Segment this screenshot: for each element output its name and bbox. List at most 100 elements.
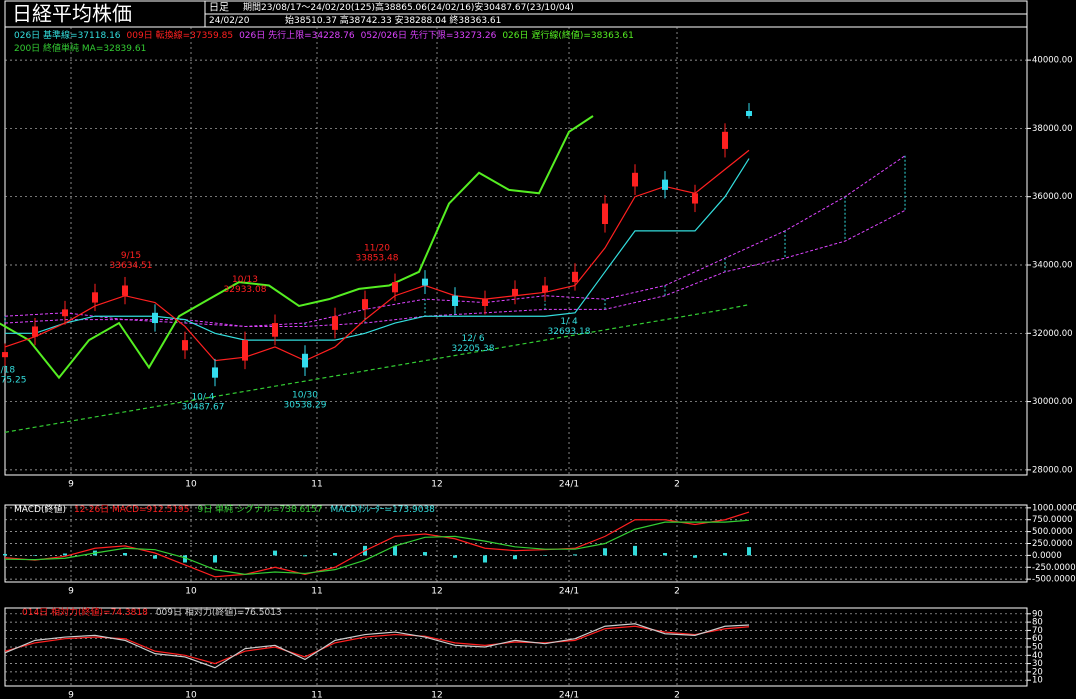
x-tick-label: 12	[431, 587, 442, 597]
annotation-value: 30538.29	[284, 401, 327, 411]
x-tick-label: 9	[68, 587, 74, 597]
candle-body	[212, 367, 219, 378]
legend-entry: 026日 遅行線(終値)=38363.61	[502, 29, 634, 41]
candle-body	[662, 179, 669, 190]
y-tick-label: -500.0000	[1032, 575, 1076, 585]
candle-body	[482, 299, 489, 306]
y-tick-label: 40	[1032, 651, 1043, 661]
y-tick-label: 20	[1032, 667, 1043, 677]
y-tick-label: 70	[1032, 626, 1043, 636]
series-line	[4, 625, 750, 665]
y-tick-label: 40000.00	[1032, 56, 1073, 66]
histogram-bar	[603, 548, 608, 556]
legend: 026日 基準線=37118.16 009日 転換線=37359.85 026日 先…	[14, 29, 634, 41]
annotation-date: 9/15	[121, 251, 141, 261]
y-tick-label: 750.0000	[1032, 515, 1073, 525]
candle-body	[92, 292, 99, 303]
y-tick-label: 32000.00	[1032, 329, 1073, 339]
y-tick-label: 60	[1032, 634, 1043, 644]
histogram-bar	[63, 553, 68, 556]
x-tick-label: 9	[68, 480, 74, 490]
candle-body	[722, 131, 729, 149]
period: 期間23/08/17～24/02/20(125)高38865.06(24/02/…	[243, 1, 574, 13]
annotation-value: 33853.48	[356, 254, 399, 264]
x-tick-label: 9	[68, 691, 74, 699]
annotation-date: 10/13	[232, 275, 258, 285]
x-tick-label: 11	[311, 691, 322, 699]
histogram-bar	[123, 553, 128, 556]
date: 24/02/20	[209, 16, 250, 26]
y-tick-label: 500.0000	[1032, 527, 1073, 537]
annotation-date: 10/30	[292, 391, 318, 401]
x-tick-label: 10	[185, 480, 197, 490]
histogram-bar	[183, 555, 188, 563]
candle-body	[572, 271, 579, 283]
x-tick-label: 12	[431, 691, 442, 699]
x-tick-label: 24/1	[559, 480, 579, 490]
candle-body	[692, 193, 699, 204]
histogram-bar	[303, 555, 308, 557]
candle-body	[602, 203, 609, 225]
histogram-bar	[3, 553, 7, 556]
x-tick-label: 11	[311, 587, 322, 597]
candle-body	[332, 316, 339, 330]
annotation-value: 33634.51	[110, 261, 153, 271]
y-tick-label: 250.0000	[1032, 539, 1073, 549]
chart-title: 日経平均株価	[12, 2, 132, 26]
x-tick-label: 24/1	[559, 587, 579, 597]
candle-body	[272, 323, 279, 337]
x-tick-label: 2	[674, 691, 680, 699]
y-tick-label: 30000.00	[1032, 397, 1073, 407]
legend-entry: 009日 転換線=37359.85	[127, 29, 234, 41]
histogram-bar	[153, 555, 158, 559]
histogram-bar	[393, 545, 398, 556]
histogram-bar	[663, 553, 668, 556]
histogram-bar	[333, 553, 338, 556]
y-tick-label: 34000.00	[1032, 261, 1073, 271]
series-line	[5, 158, 750, 341]
y-tick-label: 10	[1032, 676, 1043, 686]
candle-body	[122, 285, 129, 296]
y-tick-label: 50	[1032, 643, 1043, 653]
candle-body	[422, 278, 429, 286]
y-tick-label: -250.0000	[1032, 563, 1076, 573]
annotation-date: 1/ 4	[560, 317, 578, 327]
y-tick-label: 30	[1032, 659, 1043, 669]
legend: MACD(終値) 12-26日 MACD=912.5195 9日 単純 シグナル=7…	[14, 503, 435, 515]
legend-entry: 200日 終値単純 MA=32839.61	[14, 42, 146, 54]
period-label: 日足	[209, 2, 229, 14]
y-tick-label: 1000.0000	[1032, 503, 1076, 513]
histogram-bar	[747, 547, 752, 556]
y-tick-label: 28000.00	[1032, 465, 1073, 475]
legend-entry: 026日 先行上限=34228.76	[239, 29, 355, 41]
legend-entry: MACD(終値)	[14, 503, 66, 515]
x-tick-label: 2	[674, 480, 680, 490]
series-line	[4, 149, 750, 362]
y-tick-label: 80	[1032, 618, 1043, 628]
candle-body	[512, 288, 519, 296]
candle-body	[302, 353, 309, 368]
histogram-bar	[633, 545, 638, 556]
annotation-value: 31275.25	[0, 376, 26, 386]
series-line	[4, 304, 750, 433]
x-tick-label: 10	[185, 691, 197, 699]
y-tick-label: 90	[1032, 609, 1043, 619]
panel-frame	[4, 26, 1028, 476]
histogram-bar	[483, 555, 488, 563]
legend-entry: 014日 相対力(終値)=74.3818	[22, 606, 148, 618]
x-tick-label: 10	[185, 587, 197, 597]
candle-body	[392, 282, 399, 293]
series-line	[4, 623, 750, 669]
candle-body	[542, 285, 549, 293]
x-tick-label: 11	[311, 480, 322, 490]
candle-body	[182, 340, 189, 351]
x-tick-label: 24/1	[559, 691, 579, 699]
legend-entry: 12-26日 MACD=912.5195	[74, 504, 189, 515]
y-tick-label: 36000.00	[1032, 192, 1073, 202]
legend: 014日 相対力(終値)=74.3818 009日 相対力(終値)=76.5013	[22, 606, 282, 618]
candle-body	[2, 352, 8, 358]
annotation-date: 11/20	[364, 244, 390, 254]
ohlc: 始38510.37 高38742.33 安38288.04 終38363.61	[285, 14, 501, 26]
histogram-bar	[693, 555, 698, 558]
